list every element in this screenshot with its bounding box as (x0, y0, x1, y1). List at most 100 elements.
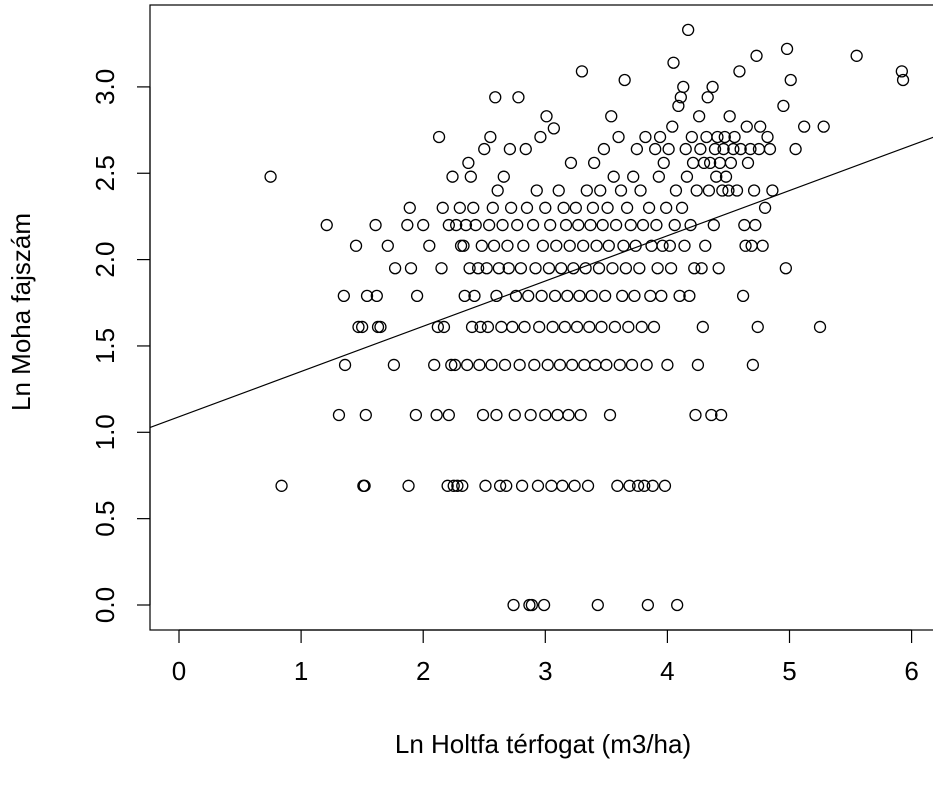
data-point (467, 201, 480, 214)
data-point (441, 479, 454, 492)
data-point (480, 262, 493, 275)
data-point (741, 156, 755, 170)
data-point (675, 201, 689, 214)
data-point (519, 142, 532, 156)
data-point (574, 408, 587, 422)
data-point (509, 289, 523, 303)
data-point (744, 142, 757, 156)
data-point (664, 262, 678, 275)
data-point (546, 320, 559, 334)
data-point (518, 320, 531, 334)
data-point (476, 408, 490, 422)
data-point (584, 218, 597, 232)
data-point (653, 130, 667, 144)
data-point (507, 598, 520, 612)
data-point (580, 184, 593, 197)
data-point (592, 262, 606, 275)
data-point (558, 320, 571, 334)
data-point (471, 262, 485, 275)
data-point (537, 598, 551, 612)
data-point (559, 218, 573, 232)
data-point (739, 239, 752, 252)
y-tick-label: 1.5 (90, 328, 120, 364)
data-point (710, 170, 723, 183)
data-point (734, 142, 747, 156)
regression-line (150, 136, 933, 429)
data-point (700, 130, 713, 144)
data-point (705, 408, 718, 422)
x-tick-label: 2 (416, 656, 430, 686)
data-point (437, 320, 451, 334)
data-point (777, 99, 790, 113)
data-point (492, 262, 506, 275)
data-point (525, 598, 539, 612)
data-point (752, 142, 766, 156)
data-point (578, 358, 591, 372)
data-point (649, 142, 662, 156)
data-point (585, 289, 598, 303)
x-tick-label: 3 (538, 656, 552, 686)
data-point (690, 184, 703, 197)
data-point (758, 201, 772, 214)
data-point (692, 110, 706, 123)
data-point (520, 201, 534, 214)
data-point (534, 130, 547, 144)
data-point (646, 479, 659, 492)
data-point (630, 142, 644, 156)
data-point (678, 239, 691, 252)
data-point (503, 142, 517, 156)
data-point (627, 170, 640, 183)
data-point (703, 156, 717, 170)
data-point (550, 239, 563, 252)
data-point (583, 320, 596, 334)
x-tick-label: 5 (782, 656, 796, 686)
data-point (613, 358, 626, 372)
data-point (528, 358, 541, 372)
data-point (548, 289, 562, 303)
data-point (495, 320, 508, 334)
data-point (708, 142, 722, 156)
data-point (410, 289, 424, 303)
data-point (850, 49, 863, 62)
data-point (524, 408, 537, 422)
data-point (552, 184, 565, 197)
data-point (541, 358, 554, 372)
data-point (644, 289, 657, 303)
data-point (756, 239, 769, 252)
data-point (530, 184, 543, 197)
data-point (656, 239, 669, 252)
data-point (699, 239, 712, 252)
data-point (487, 239, 501, 252)
data-point (381, 239, 394, 252)
data-point (401, 218, 414, 232)
data-point (751, 320, 764, 334)
data-point (352, 320, 365, 334)
data-point (702, 184, 716, 197)
data-point (320, 218, 333, 232)
data-point (563, 239, 576, 252)
data-point (612, 130, 625, 144)
data-point (607, 170, 620, 183)
data-point (669, 184, 683, 197)
data-point (638, 479, 651, 492)
data-point (761, 130, 774, 144)
y-tick-label: 1.0 (90, 414, 120, 450)
data-point (497, 170, 510, 183)
data-point (371, 320, 385, 334)
data-point (895, 65, 908, 78)
data-point (442, 218, 455, 232)
data-point (481, 320, 495, 334)
data-point (501, 239, 514, 252)
y-axis: 0.0 0.5 1.0 1.5 2.0 2.5 3.0 (90, 69, 151, 623)
data-point (589, 358, 602, 372)
data-point (542, 262, 556, 275)
data-point (442, 408, 455, 422)
data-point (457, 239, 470, 252)
y-axis-label: Ln Moha fajszám (6, 213, 36, 411)
data-point (789, 142, 802, 156)
data-point (506, 320, 519, 334)
data-point (526, 218, 540, 232)
data-point (463, 262, 476, 275)
data-point (602, 239, 615, 252)
